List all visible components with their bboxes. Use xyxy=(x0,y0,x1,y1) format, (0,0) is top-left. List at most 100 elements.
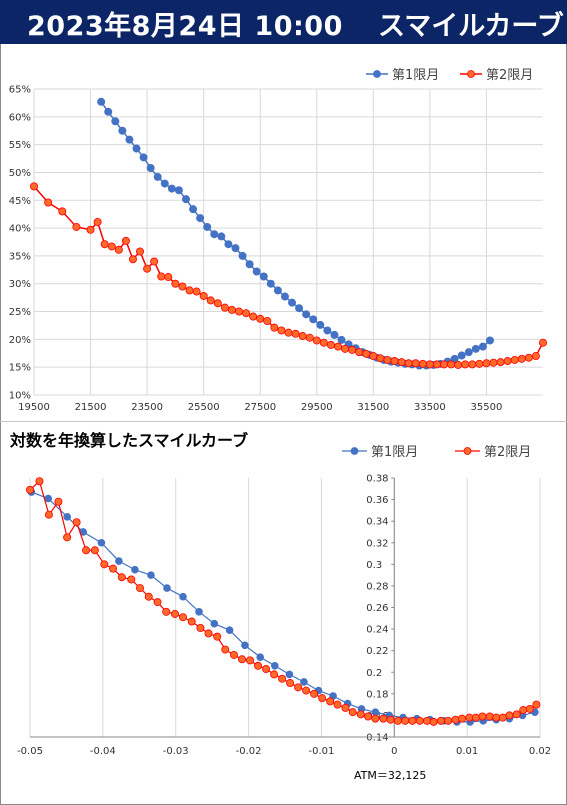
legend-marker xyxy=(373,70,381,78)
data-point xyxy=(333,700,342,709)
data-point xyxy=(288,298,297,307)
data-point xyxy=(478,712,487,721)
data-point xyxy=(285,670,294,679)
data-point xyxy=(379,714,388,723)
data-point xyxy=(82,546,91,555)
legend-marker xyxy=(350,447,359,455)
data-point xyxy=(478,342,487,351)
data-point xyxy=(356,710,365,719)
data-point xyxy=(104,107,113,116)
x-tick-label: -0.05 xyxy=(17,746,43,757)
x-tick-label: 0.02 xyxy=(529,746,551,757)
data-point xyxy=(86,225,95,234)
log-chart-title: 対数を年換算したスマイルカーブ xyxy=(10,431,249,450)
data-point xyxy=(254,661,263,670)
data-point xyxy=(245,260,254,269)
data-point xyxy=(35,477,44,486)
data-point xyxy=(178,613,187,622)
data-point xyxy=(128,255,137,264)
y-tick-label: 0.18 xyxy=(366,689,388,700)
data-point xyxy=(72,518,81,527)
y-tick-label: 0.28 xyxy=(366,581,388,592)
data-point xyxy=(204,629,213,638)
data-point xyxy=(229,650,238,659)
data-point xyxy=(117,573,126,582)
data-point xyxy=(199,291,208,300)
data-point xyxy=(181,195,190,204)
data-point xyxy=(90,546,99,555)
data-point xyxy=(163,584,171,592)
legend-marker xyxy=(463,447,472,455)
legend-marker xyxy=(467,70,475,78)
data-point xyxy=(220,303,229,312)
data-point xyxy=(364,712,373,721)
data-point xyxy=(464,348,473,357)
data-point xyxy=(512,710,521,719)
data-point xyxy=(115,557,123,565)
data-point xyxy=(451,715,460,724)
data-point xyxy=(525,704,534,713)
data-point xyxy=(291,329,300,338)
data-point xyxy=(242,309,251,318)
data-point xyxy=(153,598,162,607)
data-point xyxy=(485,336,494,345)
data-point xyxy=(196,214,205,223)
y-tick-label: 10% xyxy=(9,391,31,402)
data-point xyxy=(326,697,335,706)
data-point xyxy=(58,207,67,216)
data-point xyxy=(144,592,153,601)
y-tick-label: 45% xyxy=(9,196,31,207)
data-point xyxy=(259,272,268,281)
y-tick-label: 60% xyxy=(9,112,31,123)
y-tick-label: 0.26 xyxy=(366,603,388,614)
y-tick-label: 0.36 xyxy=(366,495,388,506)
series-line-2 xyxy=(29,480,537,723)
atm-annotation: ATM＝32,125 xyxy=(354,769,426,782)
data-point xyxy=(146,164,155,173)
data-point xyxy=(131,565,139,574)
data-point xyxy=(531,352,540,361)
data-point xyxy=(348,708,357,717)
legend-label: 第2限月 xyxy=(484,445,531,460)
data-point xyxy=(121,236,130,245)
data-point xyxy=(118,126,127,135)
x-tick-label: 0.01 xyxy=(456,746,478,757)
x-tick-label: -0.02 xyxy=(236,746,262,757)
y-tick-label: 0.38 xyxy=(366,474,388,485)
data-point xyxy=(429,717,438,726)
data-point xyxy=(278,674,287,683)
data-point xyxy=(238,655,247,664)
x-tick-label: -0.03 xyxy=(163,746,189,757)
x-tick-label: 35500 xyxy=(471,402,503,413)
data-point xyxy=(310,689,319,698)
data-point xyxy=(505,711,514,720)
data-point xyxy=(309,315,318,324)
y-tick-label: 50% xyxy=(9,168,31,179)
data-point xyxy=(213,632,222,641)
data-point xyxy=(143,264,152,273)
data-point xyxy=(93,217,102,226)
data-point xyxy=(160,179,169,188)
header-title: スマイルカーブ xyxy=(378,11,564,42)
data-point xyxy=(111,117,120,126)
y-tick-label: 0.32 xyxy=(366,538,388,549)
data-point xyxy=(333,342,342,351)
x-tick-label: 27500 xyxy=(244,402,276,413)
y-tick-label: 0.14 xyxy=(366,733,388,744)
data-point xyxy=(29,182,38,191)
data-point xyxy=(273,286,282,295)
data-point xyxy=(256,314,265,323)
data-point xyxy=(330,330,339,339)
data-point xyxy=(471,344,480,353)
y-tick-label: 0.3 xyxy=(366,560,382,571)
data-point xyxy=(174,186,183,195)
data-point xyxy=(170,609,179,618)
smile-curve-chart: 10% 15% 20% 25% 30% 35% 40% 45% 50% 55% 60% 65% 1950… xyxy=(9,68,548,413)
data-point xyxy=(485,712,494,721)
data-point xyxy=(300,678,308,686)
data-point xyxy=(337,335,346,344)
x-tick-label: 29500 xyxy=(301,402,333,413)
data-point xyxy=(323,326,332,335)
data-point xyxy=(270,670,279,679)
